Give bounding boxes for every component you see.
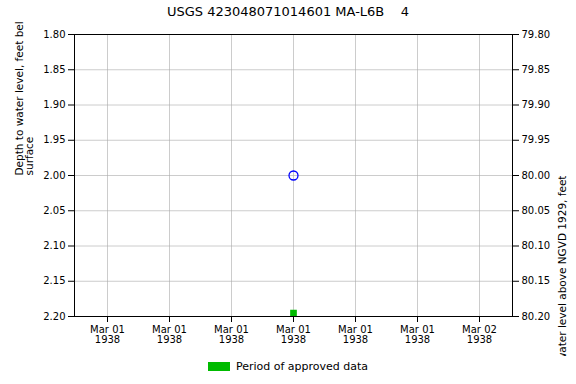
svg-text:Mar 011938: Mar 011938 — [276, 324, 311, 345]
svg-text:80.10: 80.10 — [522, 240, 551, 251]
svg-text:Mar 011938: Mar 011938 — [400, 324, 435, 345]
svg-text:1.90: 1.90 — [43, 99, 65, 110]
svg-text:80.00: 80.00 — [522, 170, 551, 181]
svg-text:80.20: 80.20 — [522, 311, 551, 322]
svg-text:Mar 011938: Mar 011938 — [214, 324, 249, 345]
html-text:Period of approved data: Period of approved data — [235, 359, 369, 373]
svg-text:1.80: 1.80 — [43, 29, 65, 40]
svg-text:79.80: 79.80 — [522, 29, 551, 40]
svg-text:Mar 011938: Mar 011938 — [90, 324, 125, 345]
svg-text:2.15: 2.15 — [43, 275, 65, 286]
svg-text:79.90: 79.90 — [522, 99, 551, 110]
svg-text:Mar 021938: Mar 021938 — [462, 324, 497, 345]
svg-text:Mar 011938: Mar 011938 — [152, 324, 187, 345]
svg-text:1.95: 1.95 — [43, 134, 65, 145]
svg-text:Mar 011938: Mar 011938 — [338, 324, 373, 345]
svg-text:79.85: 79.85 — [522, 64, 551, 75]
svg-text:80.15: 80.15 — [522, 275, 551, 286]
svg-text:Depth to water level, feet bel: Depth to water level, feet below landsur… — [13, 22, 36, 176]
svg-text:2.20: 2.20 — [43, 311, 65, 322]
html-text:USGS 423048071014601 MA-L6B 4: USGS 423048071014601 MA-L6B 4 — [166, 4, 410, 19]
svg-text:2.10: 2.10 — [43, 240, 65, 251]
svg-text:1.85: 1.85 — [43, 64, 65, 75]
svg-text:80.05: 80.05 — [522, 205, 551, 216]
svg-text:79.95: 79.95 — [522, 134, 551, 145]
svg-text:2.05: 2.05 — [43, 205, 65, 216]
svg-text:2.00: 2.00 — [43, 170, 65, 181]
svg-text:Groundwater level above NGVD 1: Groundwater level above NGVD 1929, feet — [556, 176, 568, 357]
